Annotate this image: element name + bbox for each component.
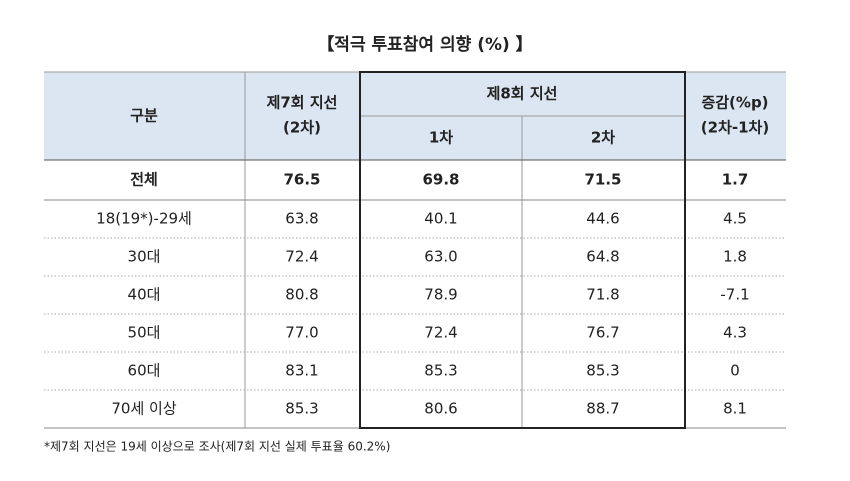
cell-value: 88.7: [586, 400, 619, 418]
row-label: 60대: [128, 362, 161, 380]
footnote: *제7회 지선은 19세 이상으로 조사(제7회 지선 실제 투표율 60.2%…: [44, 440, 390, 454]
cell-value: 1.8: [723, 248, 747, 266]
cell-value: 72.4: [285, 248, 318, 266]
row-label: 전체: [130, 171, 158, 189]
row-label: 30대: [128, 248, 161, 266]
highlight-box: [359, 71, 686, 429]
header-category: 구분: [130, 107, 158, 125]
cell-value: 4.3: [723, 324, 747, 342]
cell-value: 63.8: [285, 210, 318, 228]
cell-value: 85.3: [586, 362, 619, 380]
header-round2: 2차: [591, 129, 615, 147]
cell-value: 83.1: [285, 362, 318, 380]
header-local7-sub: (2차): [283, 119, 321, 137]
header-change-sub: (2차-1차): [701, 119, 769, 137]
header-local8: 제8회 지선: [487, 85, 558, 103]
cell-value: 63.0: [424, 248, 457, 266]
cell-value: 44.6: [586, 210, 619, 228]
cell-value: 80.6: [424, 400, 457, 418]
cell-value: 0: [730, 362, 740, 380]
header-round1: 1차: [429, 129, 453, 147]
row-label: 18(19*)-29세: [96, 210, 192, 228]
cell-value: -7.1: [720, 286, 749, 304]
row-label: 50대: [128, 324, 161, 342]
cell-value: 4.5: [723, 210, 747, 228]
header-local7: 제7회 지선: [267, 94, 338, 112]
cell-value: 40.1: [424, 210, 457, 228]
row-label: 40대: [128, 286, 161, 304]
cell-value: 78.9: [424, 286, 457, 304]
cell-value: 8.1: [723, 400, 747, 418]
cell-value: 1.7: [722, 171, 749, 189]
cell-value: 85.3: [285, 400, 318, 418]
cell-value: 77.0: [285, 324, 318, 342]
cell-value: 80.8: [285, 286, 318, 304]
table-title: 【적극 투표참여 의향 (%) 】: [317, 34, 532, 55]
cell-value: 69.8: [422, 171, 459, 189]
cell-value: 71.8: [586, 286, 619, 304]
row-label: 70세 이상: [111, 400, 176, 418]
header-change: 증감(%p): [701, 94, 768, 112]
cell-value: 85.3: [424, 362, 457, 380]
table-body: 전체 76.5 69.8 71.5 1.7 18(19*)-29세 63.8 40.1 44.6…: [44, 159, 786, 429]
cell-value: 76.5: [283, 171, 320, 189]
cell-value: 71.5: [584, 171, 621, 189]
cell-value: 72.4: [424, 324, 457, 342]
cell-value: 76.7: [586, 324, 619, 342]
cell-value: 64.8: [586, 248, 619, 266]
